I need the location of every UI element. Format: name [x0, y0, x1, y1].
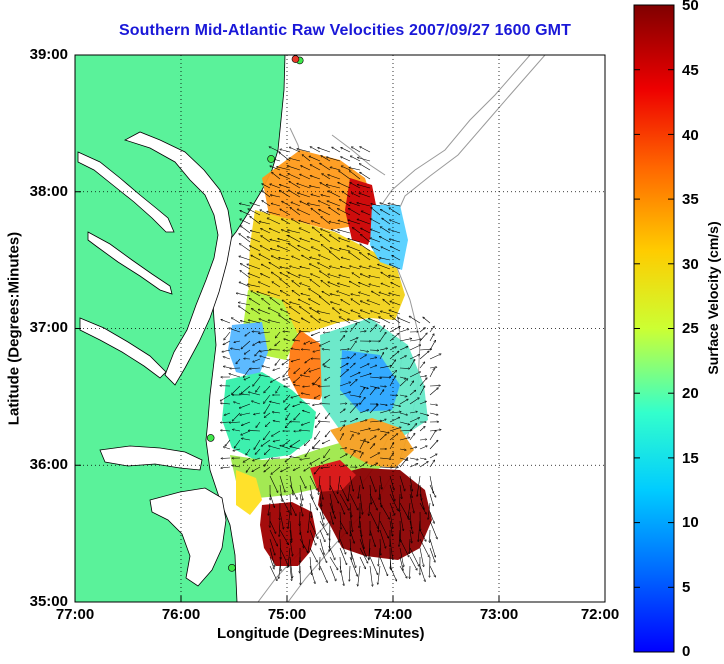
x-tick-label: 76:00 [151, 606, 211, 623]
x-tick-label: 73:00 [469, 606, 529, 623]
colorbar-tick-label: 50 [682, 0, 699, 14]
radar-site-marker [207, 434, 214, 441]
x-axis-label: Longitude (Degrees:Minutes) [217, 625, 425, 642]
colorbar-tick-label: 20 [682, 385, 699, 402]
radar-site-marker [228, 564, 235, 571]
colorbar-tick-label: 25 [682, 320, 699, 337]
colorbar-tick-label: 45 [682, 62, 699, 79]
colorbar-tick-label: 40 [682, 127, 699, 144]
y-tick-label: 36:00 [12, 456, 68, 473]
x-tick-label: 75:00 [257, 606, 317, 623]
map-title: Southern Mid-Atlantic Raw Velocities 200… [60, 22, 630, 40]
radar-site-marker [268, 155, 275, 162]
y-axis-label: Latitude (Degrees:Minutes) [6, 219, 23, 439]
colorbar-tick-label: 5 [682, 579, 690, 596]
y-tick-label: 35:00 [12, 593, 68, 610]
colorbar-tick-label: 15 [682, 450, 699, 467]
colorbar-tick-label: 10 [682, 514, 699, 531]
y-tick-label: 38:00 [12, 183, 68, 200]
colorbar-label: Surface Velocity (cm/s) [705, 193, 721, 403]
x-tick-label: 74:00 [363, 606, 423, 623]
radar-site-marker [292, 56, 299, 63]
y-tick-label: 39:00 [12, 46, 68, 63]
colorbar-tick-label: 30 [682, 256, 699, 273]
colorbar-tick-label: 0 [682, 643, 690, 660]
colorbar-tick-label: 35 [682, 191, 699, 208]
x-tick-label: 72:00 [570, 606, 630, 623]
